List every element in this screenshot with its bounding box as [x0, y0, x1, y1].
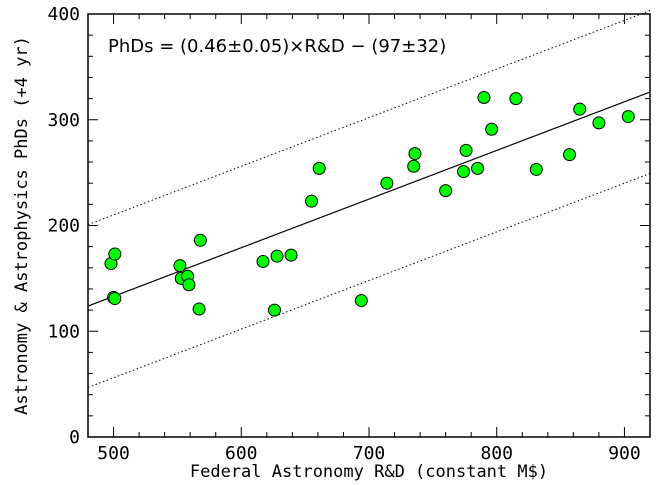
data-point [270, 249, 284, 263]
tick-labels: 500 600 700 800 900 0 100 200 300 400 [47, 4, 640, 464]
data-point [108, 247, 122, 261]
x-tick-label: 500 [97, 443, 130, 464]
data-point [354, 294, 368, 308]
x-tick-label: 700 [353, 443, 386, 464]
data-point [182, 278, 196, 292]
x-tick-label: 800 [480, 443, 513, 464]
x-tick-label: 900 [608, 443, 641, 464]
x-axis-title: Federal Astronomy R&D (constant M$) [190, 462, 548, 482]
data-point [573, 102, 587, 116]
y-tick-label: 200 [47, 216, 80, 237]
data-point [305, 194, 319, 208]
data-point [193, 233, 207, 247]
data-point [621, 110, 635, 124]
y-axis-title: Astronomy & Astrophysics PhDs (+4 yr) [12, 36, 32, 415]
data-point [407, 159, 421, 173]
data-point [173, 259, 187, 273]
data-point [485, 122, 499, 136]
data-point [563, 148, 577, 162]
plot-frame [87, 13, 651, 438]
y-tick-label: 100 [47, 321, 80, 342]
fit-line [87, 91, 651, 307]
data-point [192, 302, 206, 316]
x-tick-label: 600 [225, 443, 258, 464]
data-point [108, 291, 122, 305]
y-tick-label: 400 [47, 4, 80, 25]
data-point [284, 248, 298, 262]
data-points [104, 91, 635, 317]
upper-band-line [87, 10, 651, 226]
data-point [457, 165, 471, 179]
data-point [477, 91, 491, 105]
data-point [408, 147, 422, 161]
data-point [509, 92, 523, 106]
data-point [256, 254, 270, 268]
axis-ticks [88, 13, 650, 438]
data-point [471, 161, 485, 175]
data-point [529, 162, 543, 176]
data-point [312, 161, 326, 175]
data-point [459, 143, 473, 157]
data-point [267, 303, 281, 317]
data-point [439, 184, 453, 198]
y-tick-label: 300 [47, 110, 80, 131]
data-point [380, 176, 394, 190]
y-tick-label: 0 [69, 427, 80, 448]
lower-band-line [87, 173, 651, 388]
data-point [592, 116, 606, 130]
regression-equation: PhDs = (0.46±0.05)×R&D − (97±32) [108, 36, 446, 57]
prediction-band-lines [87, 10, 651, 388]
